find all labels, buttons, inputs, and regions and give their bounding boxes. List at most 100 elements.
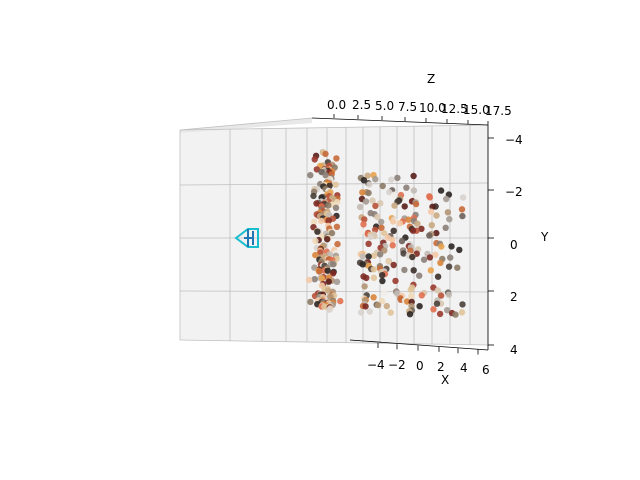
scatter-point bbox=[359, 261, 366, 268]
scatter-point bbox=[405, 216, 412, 223]
scatter-point bbox=[426, 254, 434, 261]
scatter-point bbox=[364, 172, 371, 179]
scatter-point bbox=[374, 213, 381, 221]
scatter-point bbox=[367, 233, 374, 241]
scatter-point bbox=[456, 246, 463, 254]
scatter-point bbox=[401, 266, 408, 274]
scatter-point bbox=[359, 189, 366, 196]
scatter-point bbox=[333, 155, 340, 162]
scatter-point bbox=[444, 307, 451, 314]
scatter-point bbox=[310, 192, 317, 200]
scatter-point bbox=[385, 258, 392, 265]
scatter-point bbox=[337, 297, 344, 305]
scatter-point bbox=[358, 228, 365, 235]
z-tick-label: 15.0 bbox=[463, 103, 490, 117]
scatter-point bbox=[378, 224, 385, 231]
scatter-point bbox=[390, 261, 397, 269]
scatter-point bbox=[442, 224, 449, 231]
x-axis-title: X bbox=[441, 373, 449, 387]
scatter-point bbox=[357, 309, 365, 316]
scatter-point bbox=[328, 229, 336, 237]
scatter-point bbox=[407, 247, 414, 254]
scatter-point bbox=[437, 187, 445, 194]
scatter-point bbox=[430, 306, 437, 313]
scatter-point bbox=[360, 177, 368, 184]
scatter-point bbox=[371, 226, 379, 233]
scatter-point bbox=[434, 273, 442, 280]
scatter-point bbox=[392, 277, 399, 285]
scatter-point bbox=[360, 221, 367, 228]
scatter-point bbox=[458, 206, 466, 213]
scatter-point bbox=[311, 156, 318, 163]
scatter-point bbox=[377, 251, 384, 258]
scatter-point bbox=[372, 176, 379, 183]
scatter-point bbox=[409, 227, 417, 234]
scatter-point bbox=[366, 308, 373, 315]
scatter-point bbox=[370, 252, 378, 259]
scatter-point bbox=[403, 184, 410, 191]
scatter-point bbox=[454, 264, 461, 271]
z-tick-labels: 0.0 2.5 5.0 7.5 10.0 12.5 15.0 17.5 bbox=[327, 98, 512, 118]
z-axis-title: Z bbox=[427, 72, 435, 86]
scatter-point bbox=[389, 236, 396, 243]
scatter-point bbox=[361, 283, 368, 290]
scatter-point bbox=[362, 198, 370, 205]
scatter-point bbox=[433, 229, 440, 237]
y-tick-label: 0 bbox=[510, 238, 518, 252]
scatter-point bbox=[307, 298, 314, 306]
y-tick-label: −4 bbox=[505, 133, 523, 147]
scatter-point bbox=[317, 249, 324, 256]
scatter-point bbox=[325, 202, 332, 209]
scatter-point bbox=[446, 216, 453, 223]
scatter-point bbox=[400, 250, 407, 257]
camera-glyph bbox=[234, 228, 259, 248]
scatter-point bbox=[359, 253, 366, 260]
scatter-point bbox=[329, 270, 337, 277]
scatter-point bbox=[381, 289, 388, 296]
scatter-point bbox=[318, 275, 326, 282]
scatter-point bbox=[372, 202, 379, 210]
y-axis-title: Y bbox=[540, 230, 549, 244]
scatter-point bbox=[363, 274, 370, 282]
scatter-point bbox=[391, 202, 398, 209]
y-tick-label: 2 bbox=[510, 290, 518, 304]
scatter-point bbox=[365, 189, 372, 197]
scatter-point bbox=[459, 212, 466, 220]
scatter-point bbox=[389, 242, 396, 249]
scatter-point bbox=[401, 203, 408, 210]
scatter-point bbox=[396, 220, 403, 227]
scatter-point bbox=[416, 272, 423, 279]
scatter-point bbox=[416, 303, 423, 310]
scatter-point bbox=[433, 212, 440, 219]
scatter-point bbox=[390, 227, 397, 234]
scatter-point bbox=[459, 194, 467, 201]
y-tick-labels: −4 −2 0 2 4 bbox=[505, 133, 523, 357]
x-tick-label: 4 bbox=[460, 361, 468, 375]
scatter-point bbox=[334, 240, 341, 248]
scatter-point bbox=[383, 302, 390, 310]
scatter-point bbox=[407, 286, 414, 293]
scatter-point bbox=[378, 218, 385, 226]
scatter-point bbox=[409, 253, 416, 261]
scatter-point bbox=[443, 195, 450, 203]
scatter-point bbox=[365, 240, 372, 247]
scatter-point bbox=[429, 203, 436, 210]
scatter-point bbox=[332, 181, 339, 188]
z-tick-label: 17.5 bbox=[485, 104, 512, 118]
scatter-point bbox=[433, 300, 441, 307]
scatter-point bbox=[389, 218, 397, 225]
x-tick-label: 0 bbox=[416, 359, 424, 373]
x-tick-label: −4 bbox=[367, 358, 385, 372]
scatter-point bbox=[312, 251, 319, 259]
scatter-point bbox=[305, 276, 313, 284]
z-tick-label: 12.5 bbox=[441, 102, 468, 116]
grid-line bbox=[179, 124, 489, 131]
x-tick-label: −2 bbox=[388, 358, 406, 372]
scatter-point bbox=[410, 187, 418, 194]
scatter-point bbox=[333, 278, 341, 285]
scatter-point bbox=[381, 230, 388, 237]
scatter-point bbox=[326, 306, 333, 313]
scatter-point bbox=[314, 228, 321, 235]
scatter-point bbox=[394, 174, 401, 182]
scatter-point bbox=[324, 267, 331, 274]
